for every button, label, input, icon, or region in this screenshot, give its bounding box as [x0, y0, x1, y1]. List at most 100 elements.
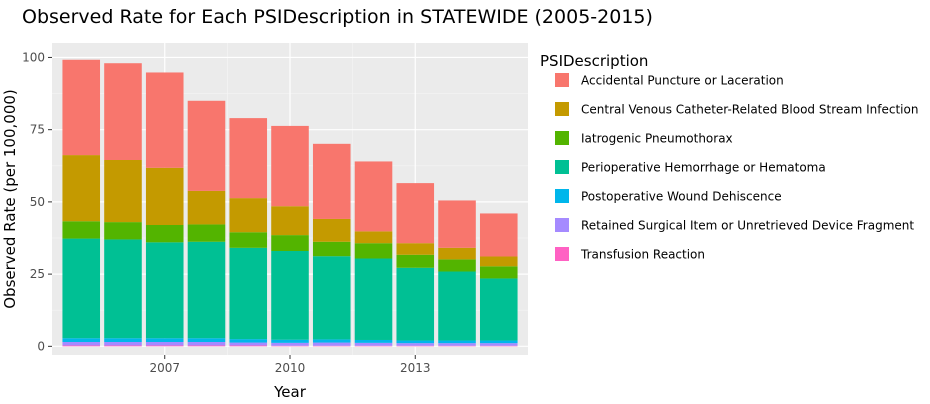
bar-segment [312, 143, 351, 219]
bar-segment [479, 278, 518, 341]
bar-segment [104, 345, 142, 347]
bar-segment [438, 271, 476, 341]
bar-segment [62, 345, 101, 347]
x-tick-label: 2010 [275, 361, 306, 375]
bar-segment [62, 342, 101, 346]
bar-segment [396, 254, 435, 268]
x-tick-label: 2013 [400, 361, 431, 375]
bar-segment [145, 242, 184, 339]
bar-segment [187, 345, 226, 347]
y-axis-label: Observed Rate (per 100,000) [1, 89, 19, 309]
bar-segment [229, 118, 268, 199]
bar-segment [271, 206, 309, 236]
x-tick-label: 2007 [149, 361, 180, 375]
bar-segment [104, 160, 142, 223]
y-tick-label: 0 [37, 339, 45, 353]
y-tick-label: 100 [22, 50, 45, 64]
legend-item-label: Iatrogenic Pneumothorax [581, 132, 733, 146]
bar-segment [187, 241, 226, 339]
bar-segment [187, 224, 226, 242]
bar-segment [479, 266, 518, 279]
legend-title: PSIDescription [540, 52, 648, 70]
bar-segment [271, 345, 309, 347]
bar-segment [271, 235, 309, 251]
bar-segment [145, 338, 184, 342]
bar-segment [271, 342, 309, 346]
bar-segment [354, 339, 393, 343]
bar-segment [104, 63, 142, 160]
bar-segment [312, 345, 351, 347]
bar-segment [104, 338, 142, 342]
bar-segment [438, 200, 476, 248]
bar-segment [438, 259, 476, 272]
bar-segment [62, 338, 101, 342]
bars [62, 59, 518, 347]
bar-segment [312, 241, 351, 257]
bar-segment [479, 345, 518, 347]
bar-segment [271, 251, 309, 340]
x-axis-label: Year [273, 383, 307, 400]
chart-title: Observed Rate for Each PSIDescription in… [22, 6, 653, 28]
bar-segment [145, 72, 184, 168]
legend-swatch [555, 160, 569, 174]
bar-segment [229, 198, 268, 233]
legend-item-label: Accidental Puncture or Laceration [581, 74, 784, 88]
bar-segment [312, 256, 351, 340]
bar-segment [438, 343, 476, 346]
bar-segment [271, 339, 309, 343]
y-tick-label: 50 [30, 195, 45, 209]
bar-segment [354, 258, 393, 340]
bar-segment [396, 267, 435, 341]
bar-segment [62, 59, 101, 156]
bar-segment [312, 342, 351, 346]
axes: 0 25 50 75 100 2007 2010 2013 [22, 50, 430, 375]
bar-segment [229, 345, 268, 347]
bar-segment [145, 342, 184, 346]
bar-segment [104, 342, 142, 346]
bar-segment [271, 125, 309, 207]
bar-segment [396, 340, 435, 344]
bar-segment [229, 342, 268, 346]
bar-segment [438, 340, 476, 344]
legend: PSIDescription Accidental Puncture or La… [540, 52, 918, 262]
bar-segment [229, 339, 268, 343]
bar-segment [354, 161, 393, 232]
bar-segment [62, 238, 101, 339]
bar-segment [187, 100, 226, 191]
legend-item-label: Central Venous Catheter-Related Blood St… [581, 103, 918, 117]
bar-segment [438, 345, 476, 347]
legend-swatch [555, 218, 569, 232]
bar-segment [354, 231, 393, 244]
bar-segment [396, 183, 435, 244]
bar-segment [354, 243, 393, 259]
legend-item-label: Retained Surgical Item or Unretrieved De… [581, 219, 914, 233]
bar-segment [438, 247, 476, 260]
legend-swatch [555, 189, 569, 203]
bar-segment [479, 343, 518, 346]
bar-segment [62, 221, 101, 239]
bar-segment [229, 232, 268, 248]
bar-segment [187, 190, 226, 225]
bar-segment [396, 243, 435, 255]
legend-swatch [555, 131, 569, 145]
bar-segment [145, 167, 184, 225]
legend-item-label: Postoperative Wound Dehiscence [581, 190, 782, 204]
bar-segment [354, 342, 393, 346]
bar-segment [62, 155, 101, 222]
bar-segment [479, 213, 518, 257]
bar-segment [354, 345, 393, 347]
bar-segment [229, 247, 268, 340]
legend-swatch [555, 102, 569, 116]
bar-segment [479, 340, 518, 344]
legend-item-label: Transfusion Reaction [580, 248, 705, 262]
legend-item-label: Perioperative Hemorrhage or Hematoma [581, 161, 826, 175]
legend-swatch [555, 73, 569, 87]
y-tick-label: 25 [30, 267, 45, 281]
y-tick-label: 75 [30, 123, 45, 137]
bar-segment [396, 345, 435, 347]
bar-segment [104, 239, 142, 339]
bar-segment [396, 343, 435, 346]
bar-segment [479, 256, 518, 267]
